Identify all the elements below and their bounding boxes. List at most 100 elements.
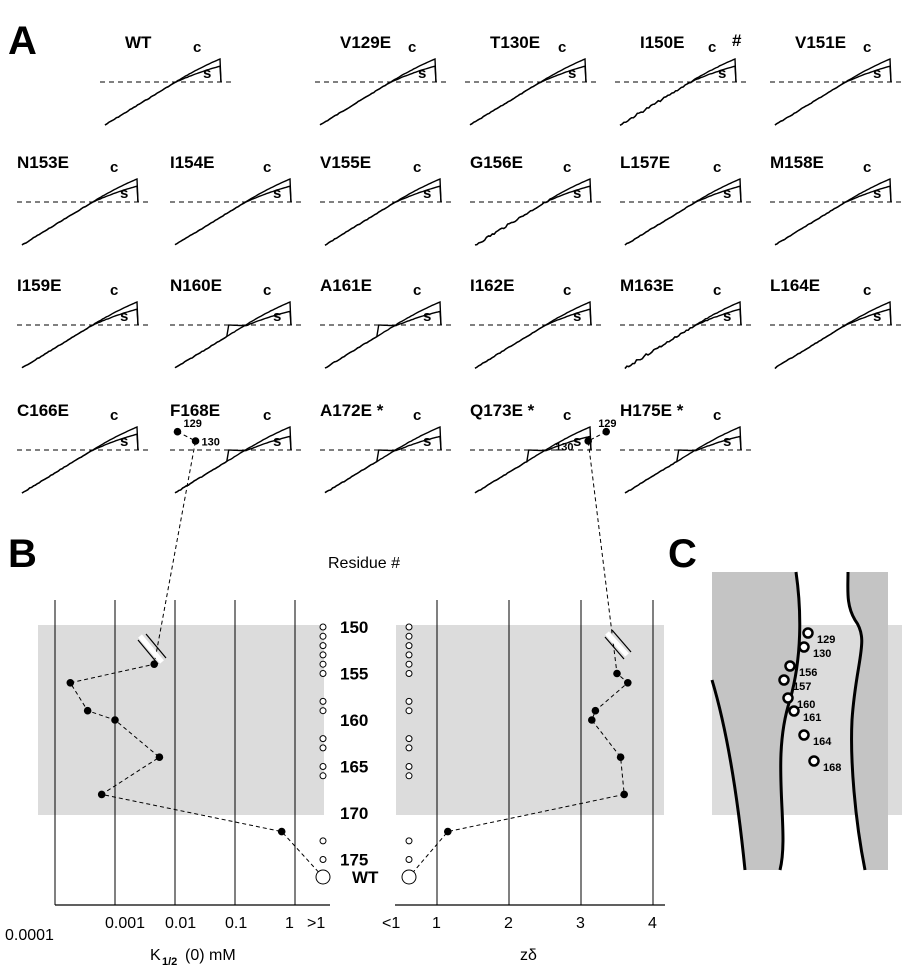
trace-s-curve — [774, 65, 892, 126]
shaded-band-left — [38, 625, 324, 815]
trace-s-label: s — [273, 433, 281, 450]
residue-marker-label: 160 — [797, 699, 815, 711]
data-point-right — [620, 790, 628, 799]
trace-c-label: c — [713, 159, 721, 176]
x-tick-left: 0.001 — [105, 915, 145, 932]
residue-marker — [802, 627, 814, 639]
trace-s-curve — [21, 185, 139, 246]
residue-tick: 175 — [340, 851, 368, 870]
trace-c-label: c — [110, 282, 118, 299]
trace-s-curve — [104, 65, 222, 126]
residue-tick-wt: WT — [352, 868, 379, 887]
residue-marker-label: 129 — [817, 634, 835, 646]
trace-s-label: s — [423, 308, 431, 325]
data-point-left — [173, 427, 182, 436]
trace-s-curve — [21, 308, 139, 369]
x-tick-left: 1 — [285, 915, 294, 932]
panel-letter-c: C — [668, 532, 697, 576]
x-tick-right: 3 — [576, 915, 585, 932]
x-label-left: K — [150, 947, 161, 964]
data-point-left-gt1 — [319, 642, 327, 650]
trace-c-label: c — [863, 159, 871, 176]
axis-break — [137, 639, 159, 665]
point-label-129: 129 — [598, 418, 616, 430]
residue-marker — [798, 641, 810, 653]
trace-s-label: s — [718, 65, 726, 82]
residue-marker — [808, 755, 820, 767]
trace-s-curve — [624, 435, 742, 494]
trace-s-curve — [469, 65, 587, 126]
point-label-130: 130 — [555, 441, 573, 453]
data-point-left-gt1 — [319, 856, 327, 863]
trace-s-curve — [624, 185, 742, 246]
trace-s-label: s — [873, 185, 881, 202]
trace-label: A172E * — [320, 401, 384, 420]
trace-s-curve — [174, 185, 292, 246]
trace-label: I150E — [640, 33, 684, 52]
data-point-left-gt1 — [319, 660, 327, 668]
trace-s-label: s — [120, 308, 128, 325]
trace-s-label: s — [573, 308, 581, 325]
trace-panel: I154E cs — [170, 153, 303, 246]
trace-label: G156E — [470, 153, 523, 172]
x-tick-right: <1 — [382, 915, 400, 932]
trace-s-label: s — [120, 433, 128, 450]
data-point-right — [624, 679, 632, 687]
trace-s-label: s — [568, 65, 576, 82]
trace-c-label: c — [263, 159, 271, 176]
axis-break — [145, 633, 167, 659]
trace-panel: I162E cs — [470, 276, 603, 369]
data-point-right-lt1 — [405, 697, 413, 705]
residue-tick: 165 — [340, 758, 368, 777]
trace-s-curve — [474, 435, 592, 494]
residue-marker-label: 161 — [803, 712, 821, 724]
data-point-left — [83, 706, 92, 715]
trace-s-label: s — [723, 308, 731, 325]
trace-label: V129E — [340, 33, 391, 52]
data-point-left-gt1 — [319, 735, 327, 743]
data-point-left-gt1 — [319, 837, 327, 845]
trace-label: H175E * — [620, 401, 684, 420]
trace-label: A161E — [320, 276, 372, 295]
data-point-right — [588, 716, 596, 724]
trace-s-curve — [174, 310, 292, 369]
trace-c-label: c — [110, 159, 118, 176]
pore-edge-left-outer — [710, 679, 747, 871]
trace-c-label: c — [563, 282, 571, 299]
x-label-right: zδ — [520, 947, 537, 964]
panel-letter-a: A — [8, 19, 37, 63]
residue-marker-label: 156 — [799, 667, 817, 679]
trace-label: C166E — [17, 401, 69, 420]
trace-c-label: c — [413, 159, 421, 176]
x-tick-left: 0.01 — [165, 915, 196, 932]
series-line-right — [408, 431, 629, 878]
trace-s-label: s — [423, 433, 431, 450]
trace-c-label: c — [408, 39, 416, 56]
trace-panel: N160E cs — [170, 276, 303, 369]
trace-label: I154E — [170, 153, 214, 172]
trace-label: V151E — [795, 33, 846, 52]
trace-s-curve — [624, 308, 742, 369]
trace-c-label: c — [713, 282, 721, 299]
residue-marker-label: 164 — [813, 736, 832, 748]
trace-c-label: c — [263, 282, 271, 299]
residue-marker — [782, 692, 794, 704]
data-point-left-gt1 — [319, 632, 327, 640]
trace-panel: M163E cs — [620, 276, 753, 369]
trace-c-label: c — [863, 282, 871, 299]
trace-panel: V155E cs — [320, 153, 453, 246]
trace-s-label: s — [873, 65, 881, 82]
data-point-left — [277, 827, 286, 836]
data-point-left-gt1 — [319, 744, 327, 752]
trace-panel: V129E cs — [315, 33, 448, 126]
data-point-right-lt1 — [405, 763, 413, 770]
x-tick-left: >1 — [307, 915, 325, 932]
data-point-left — [155, 753, 164, 761]
data-point-left-gt1 — [319, 651, 327, 659]
x-tick-left: 0.0001 — [5, 927, 54, 944]
trace-s-label: s — [423, 185, 431, 202]
data-point-right — [602, 427, 610, 436]
axis-break — [611, 629, 632, 653]
shaded-band-right — [396, 625, 664, 815]
trace-s-curve — [21, 433, 139, 494]
